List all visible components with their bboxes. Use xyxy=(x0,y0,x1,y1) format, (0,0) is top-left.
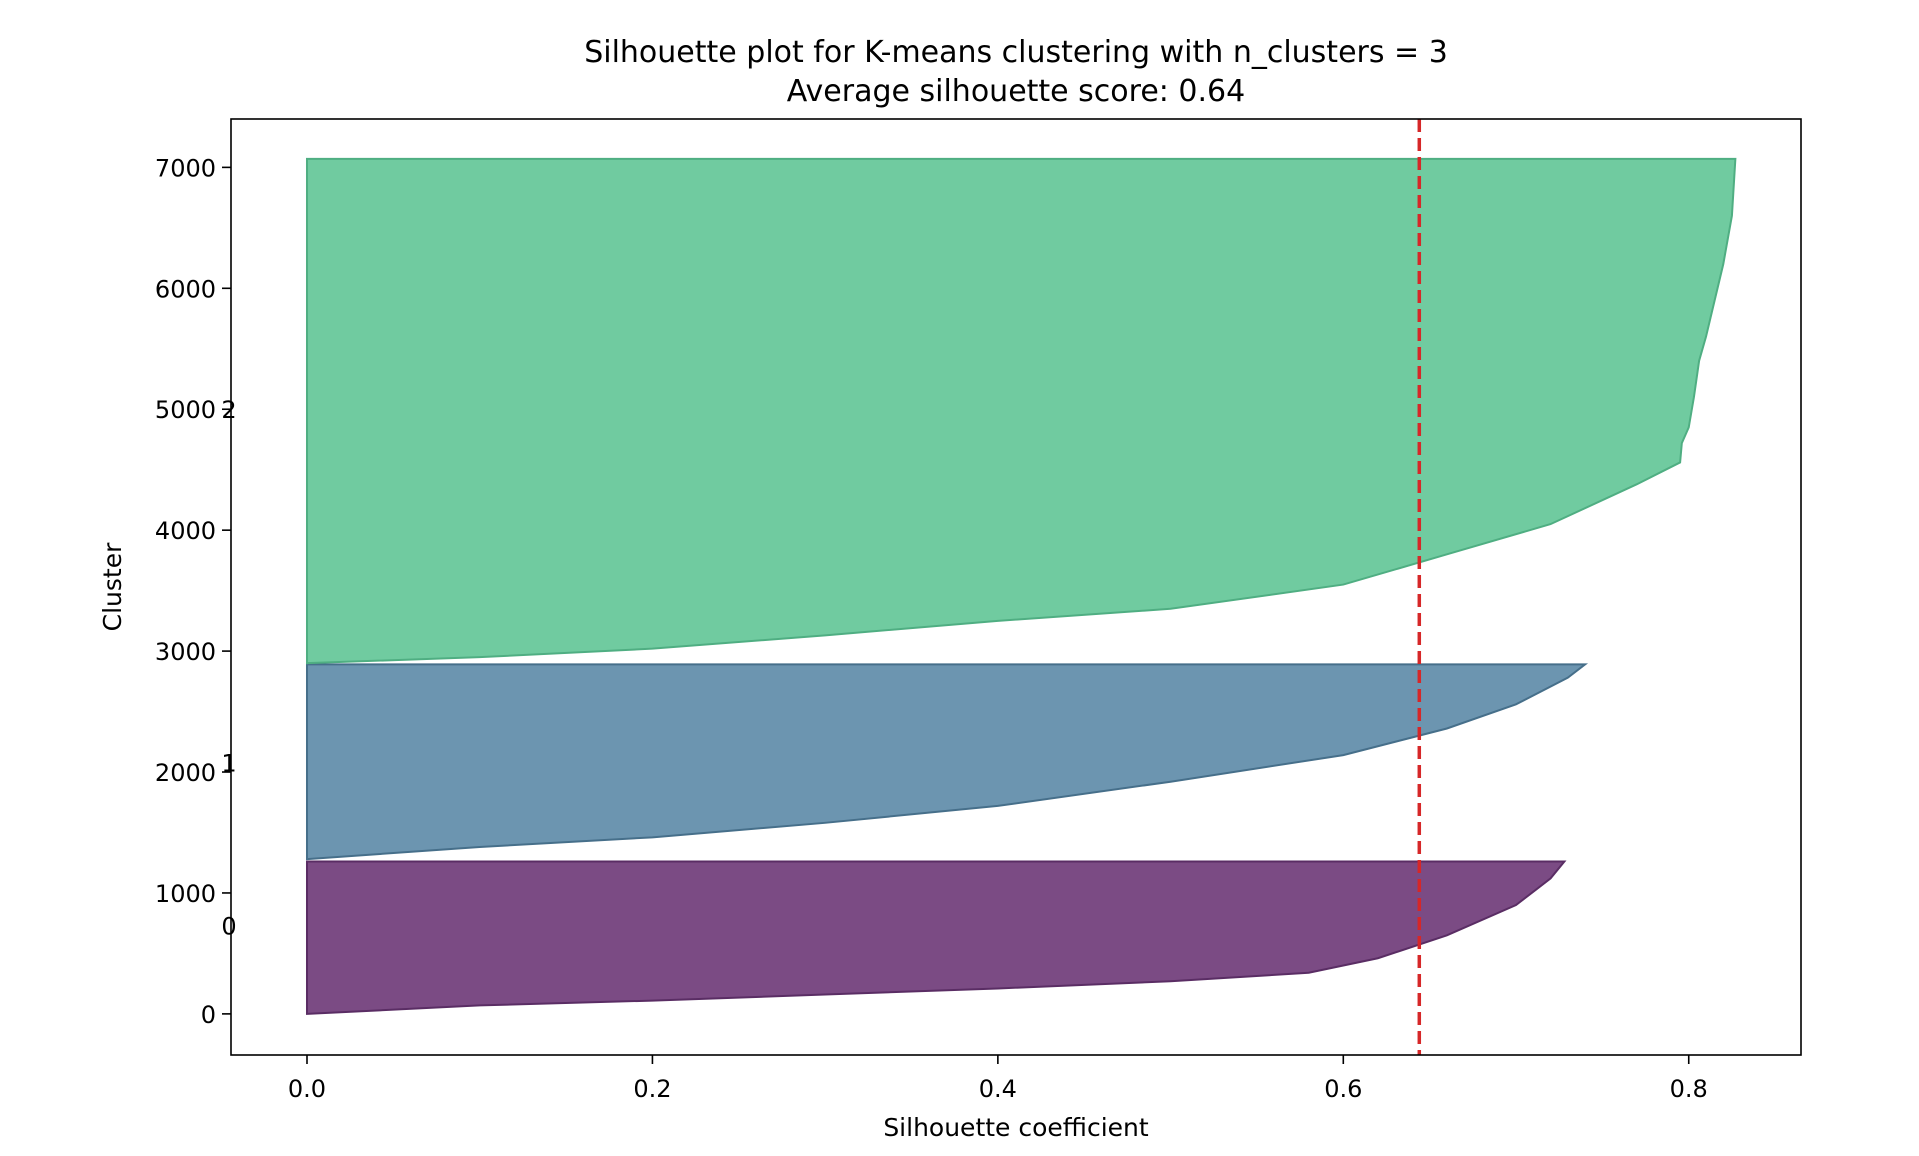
cluster-labels: 0 1 2 xyxy=(221,396,236,940)
x-tick-label: 0.4 xyxy=(979,1075,1017,1103)
cluster-0-silhouette xyxy=(305,860,1567,1015)
silhouette-areas xyxy=(305,157,1737,1015)
x-tick-label: 0.6 xyxy=(1324,1075,1362,1103)
cluster-label-2: 2 xyxy=(221,396,236,424)
chart-title: Silhouette plot for K-means clustering w… xyxy=(584,35,1448,70)
cluster-label-1: 1 xyxy=(221,749,236,777)
x-tick-label: 0.0 xyxy=(288,1075,326,1103)
x-axis-ticks: 0.0 0.2 0.4 0.6 0.8 xyxy=(288,1055,1708,1103)
y-axis-label: Cluster xyxy=(98,542,127,631)
chart-subtitle: Average silhouette score: 0.64 xyxy=(787,74,1245,109)
y-tick-label: 0 xyxy=(201,1001,216,1029)
x-tick-label: 0.2 xyxy=(633,1075,671,1103)
x-tick-label: 0.8 xyxy=(1670,1075,1708,1103)
cluster-1-silhouette xyxy=(305,663,1589,861)
y-tick-label: 3000 xyxy=(155,638,216,666)
plot-frame xyxy=(230,118,1802,1056)
y-tick-label: 7000 xyxy=(155,154,216,182)
y-tick-label: 4000 xyxy=(155,517,216,545)
cluster-2-silhouette xyxy=(305,157,1737,665)
cluster-label-0: 0 xyxy=(221,913,236,941)
y-axis-ticks: 0 1000 2000 3000 4000 5000 6000 7000 xyxy=(155,154,231,1029)
x-axis-label: Silhouette coefficient xyxy=(883,1113,1149,1142)
y-tick-label: 1000 xyxy=(155,880,216,908)
y-tick-label: 5000 xyxy=(155,396,216,424)
y-tick-label: 6000 xyxy=(155,275,216,303)
y-tick-label: 2000 xyxy=(155,759,216,787)
